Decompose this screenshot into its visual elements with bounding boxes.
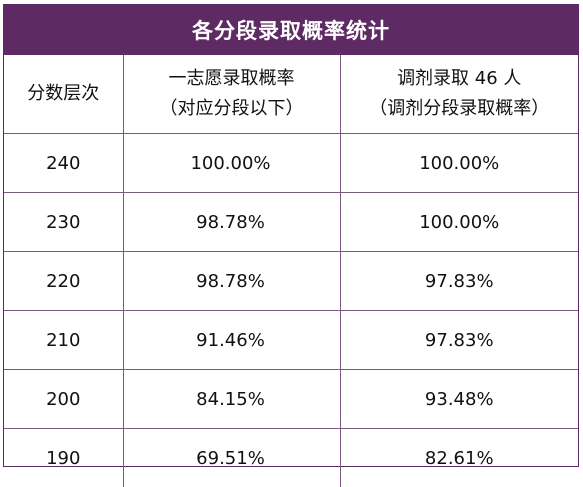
first-choice-cell: 69.51% xyxy=(123,429,340,487)
first-choice-cell: 84.15% xyxy=(123,370,340,429)
header-first-choice-line2: （对应分段以下） xyxy=(124,94,340,124)
admission-probability-table: 各分段录取概率统计 分数层次 一志愿录取概率 （对应分段以下） 调剂录取 46 … xyxy=(3,4,579,467)
header-adjust: 调剂录取 46 人 （调剂分段录取概率） xyxy=(340,55,578,134)
first-choice-cell: 91.46% xyxy=(123,311,340,370)
first-choice-cell: 100.00% xyxy=(123,134,340,193)
adjust-cell: 82.61% xyxy=(340,429,578,487)
table-title: 各分段录取概率统计 xyxy=(4,5,578,55)
table-row: 240 100.00% 100.00% xyxy=(4,134,578,193)
header-adjust-line1: 调剂录取 46 人 xyxy=(341,64,579,94)
header-first-choice-line1: 一志愿录取概率 xyxy=(124,64,340,94)
table-row: 200 84.15% 93.48% xyxy=(4,370,578,429)
adjust-cell: 100.00% xyxy=(340,193,578,252)
header-first-choice: 一志愿录取概率 （对应分段以下） xyxy=(123,55,340,134)
score-cell: 220 xyxy=(4,252,123,311)
stats-table: 分数层次 一志愿录取概率 （对应分段以下） 调剂录取 46 人 （调剂分段录取概… xyxy=(4,55,578,487)
adjust-cell: 93.48% xyxy=(340,370,578,429)
header-score-level: 分数层次 xyxy=(4,55,123,134)
adjust-cell: 97.83% xyxy=(340,252,578,311)
table-row: 220 98.78% 97.83% xyxy=(4,252,578,311)
first-choice-cell: 98.78% xyxy=(123,193,340,252)
first-choice-cell: 98.78% xyxy=(123,252,340,311)
score-cell: 240 xyxy=(4,134,123,193)
score-cell: 190 xyxy=(4,429,123,487)
score-cell: 210 xyxy=(4,311,123,370)
score-cell: 200 xyxy=(4,370,123,429)
table-row: 210 91.46% 97.83% xyxy=(4,311,578,370)
header-row: 分数层次 一志愿录取概率 （对应分段以下） 调剂录取 46 人 （调剂分段录取概… xyxy=(4,55,578,134)
table-row: 230 98.78% 100.00% xyxy=(4,193,578,252)
table-row: 190 69.51% 82.61% xyxy=(4,429,578,487)
adjust-cell: 100.00% xyxy=(340,134,578,193)
header-score-level-label: 分数层次 xyxy=(27,83,99,104)
adjust-cell: 97.83% xyxy=(340,311,578,370)
header-adjust-line2: （调剂分段录取概率） xyxy=(341,94,579,124)
score-cell: 230 xyxy=(4,193,123,252)
